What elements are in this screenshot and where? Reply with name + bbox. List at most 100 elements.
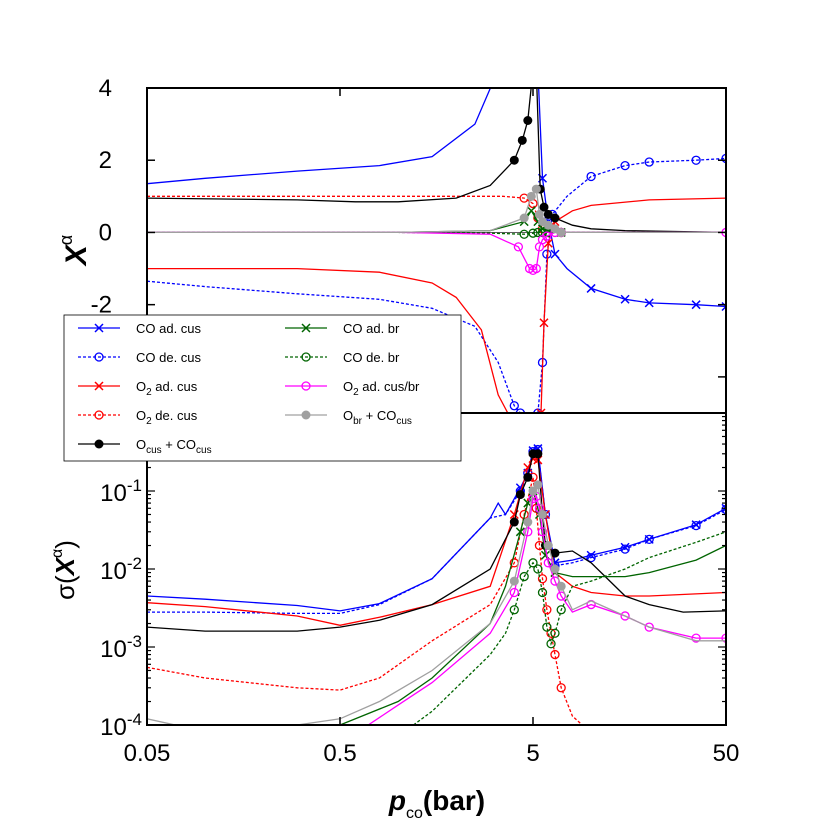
data-point-ocus_cocus [523, 116, 533, 125]
data-point-obr_cocus [543, 541, 553, 551]
legend-marker-co_ad_br [301, 323, 311, 333]
data-point-co_de_br [542, 622, 552, 632]
legend-marker-o2_ad_cusbr [301, 381, 311, 391]
legend-label-o2_ad_cus: O2 ad. cus [136, 379, 198, 398]
x-tick-label: 50 [713, 740, 740, 767]
data-point-ocus_cocus [550, 213, 560, 223]
data-point-obr_cocus [550, 564, 560, 574]
legend-item-o2_ad_cus: O2 ad. cus [78, 379, 198, 398]
bottom-y-axis-label: σ(Xα) [49, 540, 80, 600]
data-point-co_de_cus [691, 155, 701, 165]
data-point-co_ad_br [515, 527, 525, 537]
series-line-o2_ad_cusbr [147, 231, 726, 272]
data-point-obr_cocus [534, 209, 544, 219]
legend-marker-obr_cocus [301, 410, 311, 420]
data-point-obr_cocus [556, 227, 566, 237]
top-panel: -2 0 2 4 Xα [56, 66, 727, 414]
legend-items: CO ad. cus CO de. cus O2 ad. cus O2 de. cus… [78, 321, 420, 456]
series-line-o2_de_cus [147, 477, 583, 725]
data-point-co_de_br [528, 558, 538, 568]
data-point-co_ad_br [526, 206, 536, 216]
legend-item-co_ad_br: CO ad. br [285, 321, 400, 336]
legend-marker-co_de_br [301, 352, 311, 362]
legend-marker-co_ad_cus [94, 323, 104, 333]
y-tick-label: 10-3 [100, 632, 142, 663]
series-line-obr_cocus [147, 483, 726, 725]
legend-marker-ocus_cocus [94, 439, 104, 449]
bottom-axis-ticks: 0.05 0.5 5 50 10-4 10-3 10-2 10-1 [100, 415, 740, 767]
data-point-ocus_cocus [523, 472, 533, 482]
data-point-o2_de_cus [556, 683, 566, 693]
data-point-co_de_br [509, 605, 519, 615]
x-tick-label: 5 [526, 740, 539, 767]
top-plot-area [147, 66, 726, 413]
x-tick-label: 0.5 [323, 740, 356, 767]
bottom-plot-area [147, 444, 726, 725]
legend-item-co_de_cus: CO de. cus [78, 350, 202, 365]
data-point-co_ad_cus [586, 550, 596, 560]
data-point-obr_cocus [519, 213, 529, 223]
legend-item-co_ad_cus: CO ad. cus [78, 321, 202, 336]
data-point-co_de_cus [644, 157, 654, 167]
legend-item-obr_cocus: Obr + COcus [285, 408, 412, 427]
data-point-co_ad_cus [691, 300, 701, 310]
data-point-o2_ad_cusbr [513, 242, 524, 252]
series-line-o2_ad_cus [147, 457, 726, 626]
data-point-co_ad_cus [620, 542, 630, 552]
data-point-ocus_cocus [509, 517, 519, 527]
series-line-co_de_br [413, 531, 726, 725]
data-point-o2_ad_cusbr [644, 622, 654, 632]
data-point-o2_ad_cusbr [543, 558, 553, 568]
data-point-co_de_br [537, 587, 548, 598]
data-point-co_de_cus [644, 534, 654, 544]
series-line-co_ad_cus [147, 447, 726, 612]
data-point-ocus_cocus [515, 490, 525, 500]
series-line-obr_cocus [147, 187, 726, 234]
data-point-o2_ad_cus [543, 238, 553, 248]
data-point-o2_ad_cusbr [531, 263, 541, 274]
data-point-co_de_br [556, 605, 566, 615]
legend-label-co_de_br: CO de. br [343, 350, 400, 365]
data-point-obr_cocus [531, 184, 541, 194]
data-point-co_de_cus [509, 401, 519, 411]
y-tick-label: 4 [99, 75, 112, 102]
legend-label-o2_de_cus: O2 de. cus [136, 408, 198, 427]
y-tick-label: 10-1 [100, 476, 142, 507]
data-point-co_de_cus [721, 504, 726, 515]
data-point-o2_ad_cus [539, 318, 549, 328]
legend-label-co_de_cus: CO de. cus [136, 350, 202, 365]
data-point-o2_ad_cusbr [537, 527, 548, 537]
data-point-co_ad_cus [620, 294, 630, 304]
data-point-o2_de_cus [537, 574, 548, 584]
data-point-co_de_br [519, 229, 529, 239]
data-point-co_de_cus [620, 544, 630, 554]
data-point-ocus_cocus [543, 209, 553, 219]
data-point-o2_ad_cusbr [691, 633, 701, 643]
data-point-obr_cocus [533, 480, 543, 490]
data-point-co_ad_cus [534, 66, 542, 74]
data-point-co_de_br [519, 571, 529, 582]
legend-item-o2_de_cus: O2 de. cus [78, 408, 198, 427]
data-point-co_de_br [546, 639, 556, 649]
bottom-panel: 0.05 0.5 5 50 10-4 10-3 10-2 10-1 σ(Xα) pco(bar… [49, 412, 740, 822]
x-axis-label: pco(bar) [388, 785, 485, 822]
x-tick-label: 0.05 [124, 740, 171, 767]
data-point-ocus_cocus [533, 449, 543, 459]
data-point-co_de_br [528, 228, 538, 238]
series-line-o2_ad_cus [147, 197, 726, 413]
data-point-co_de_cus [721, 153, 726, 164]
data-point-ocus_cocus [517, 135, 527, 145]
series-line-co_ad_cus [147, 88, 726, 308]
legend-item-o2_ad_cusbr: O2 ad. cus/br [285, 379, 420, 398]
data-point-o2_de_cus [550, 649, 560, 660]
series-line-o2_ad_cusbr [367, 495, 726, 725]
data-point-co_ad_cus [550, 249, 560, 259]
legend: CO ad. cus CO de. cus O2 ad. cus O2 de. cus… [63, 314, 462, 462]
top-axis-ticks: -2 0 2 4 [91, 75, 727, 378]
legend-label-ocus_cocus: Ocus + COcus [136, 437, 212, 456]
data-point-co_de_cus [620, 160, 630, 171]
legend-marker-o2_de_cus [94, 410, 104, 420]
legend-box [63, 314, 462, 462]
data-point-co_de_cus [586, 171, 596, 182]
